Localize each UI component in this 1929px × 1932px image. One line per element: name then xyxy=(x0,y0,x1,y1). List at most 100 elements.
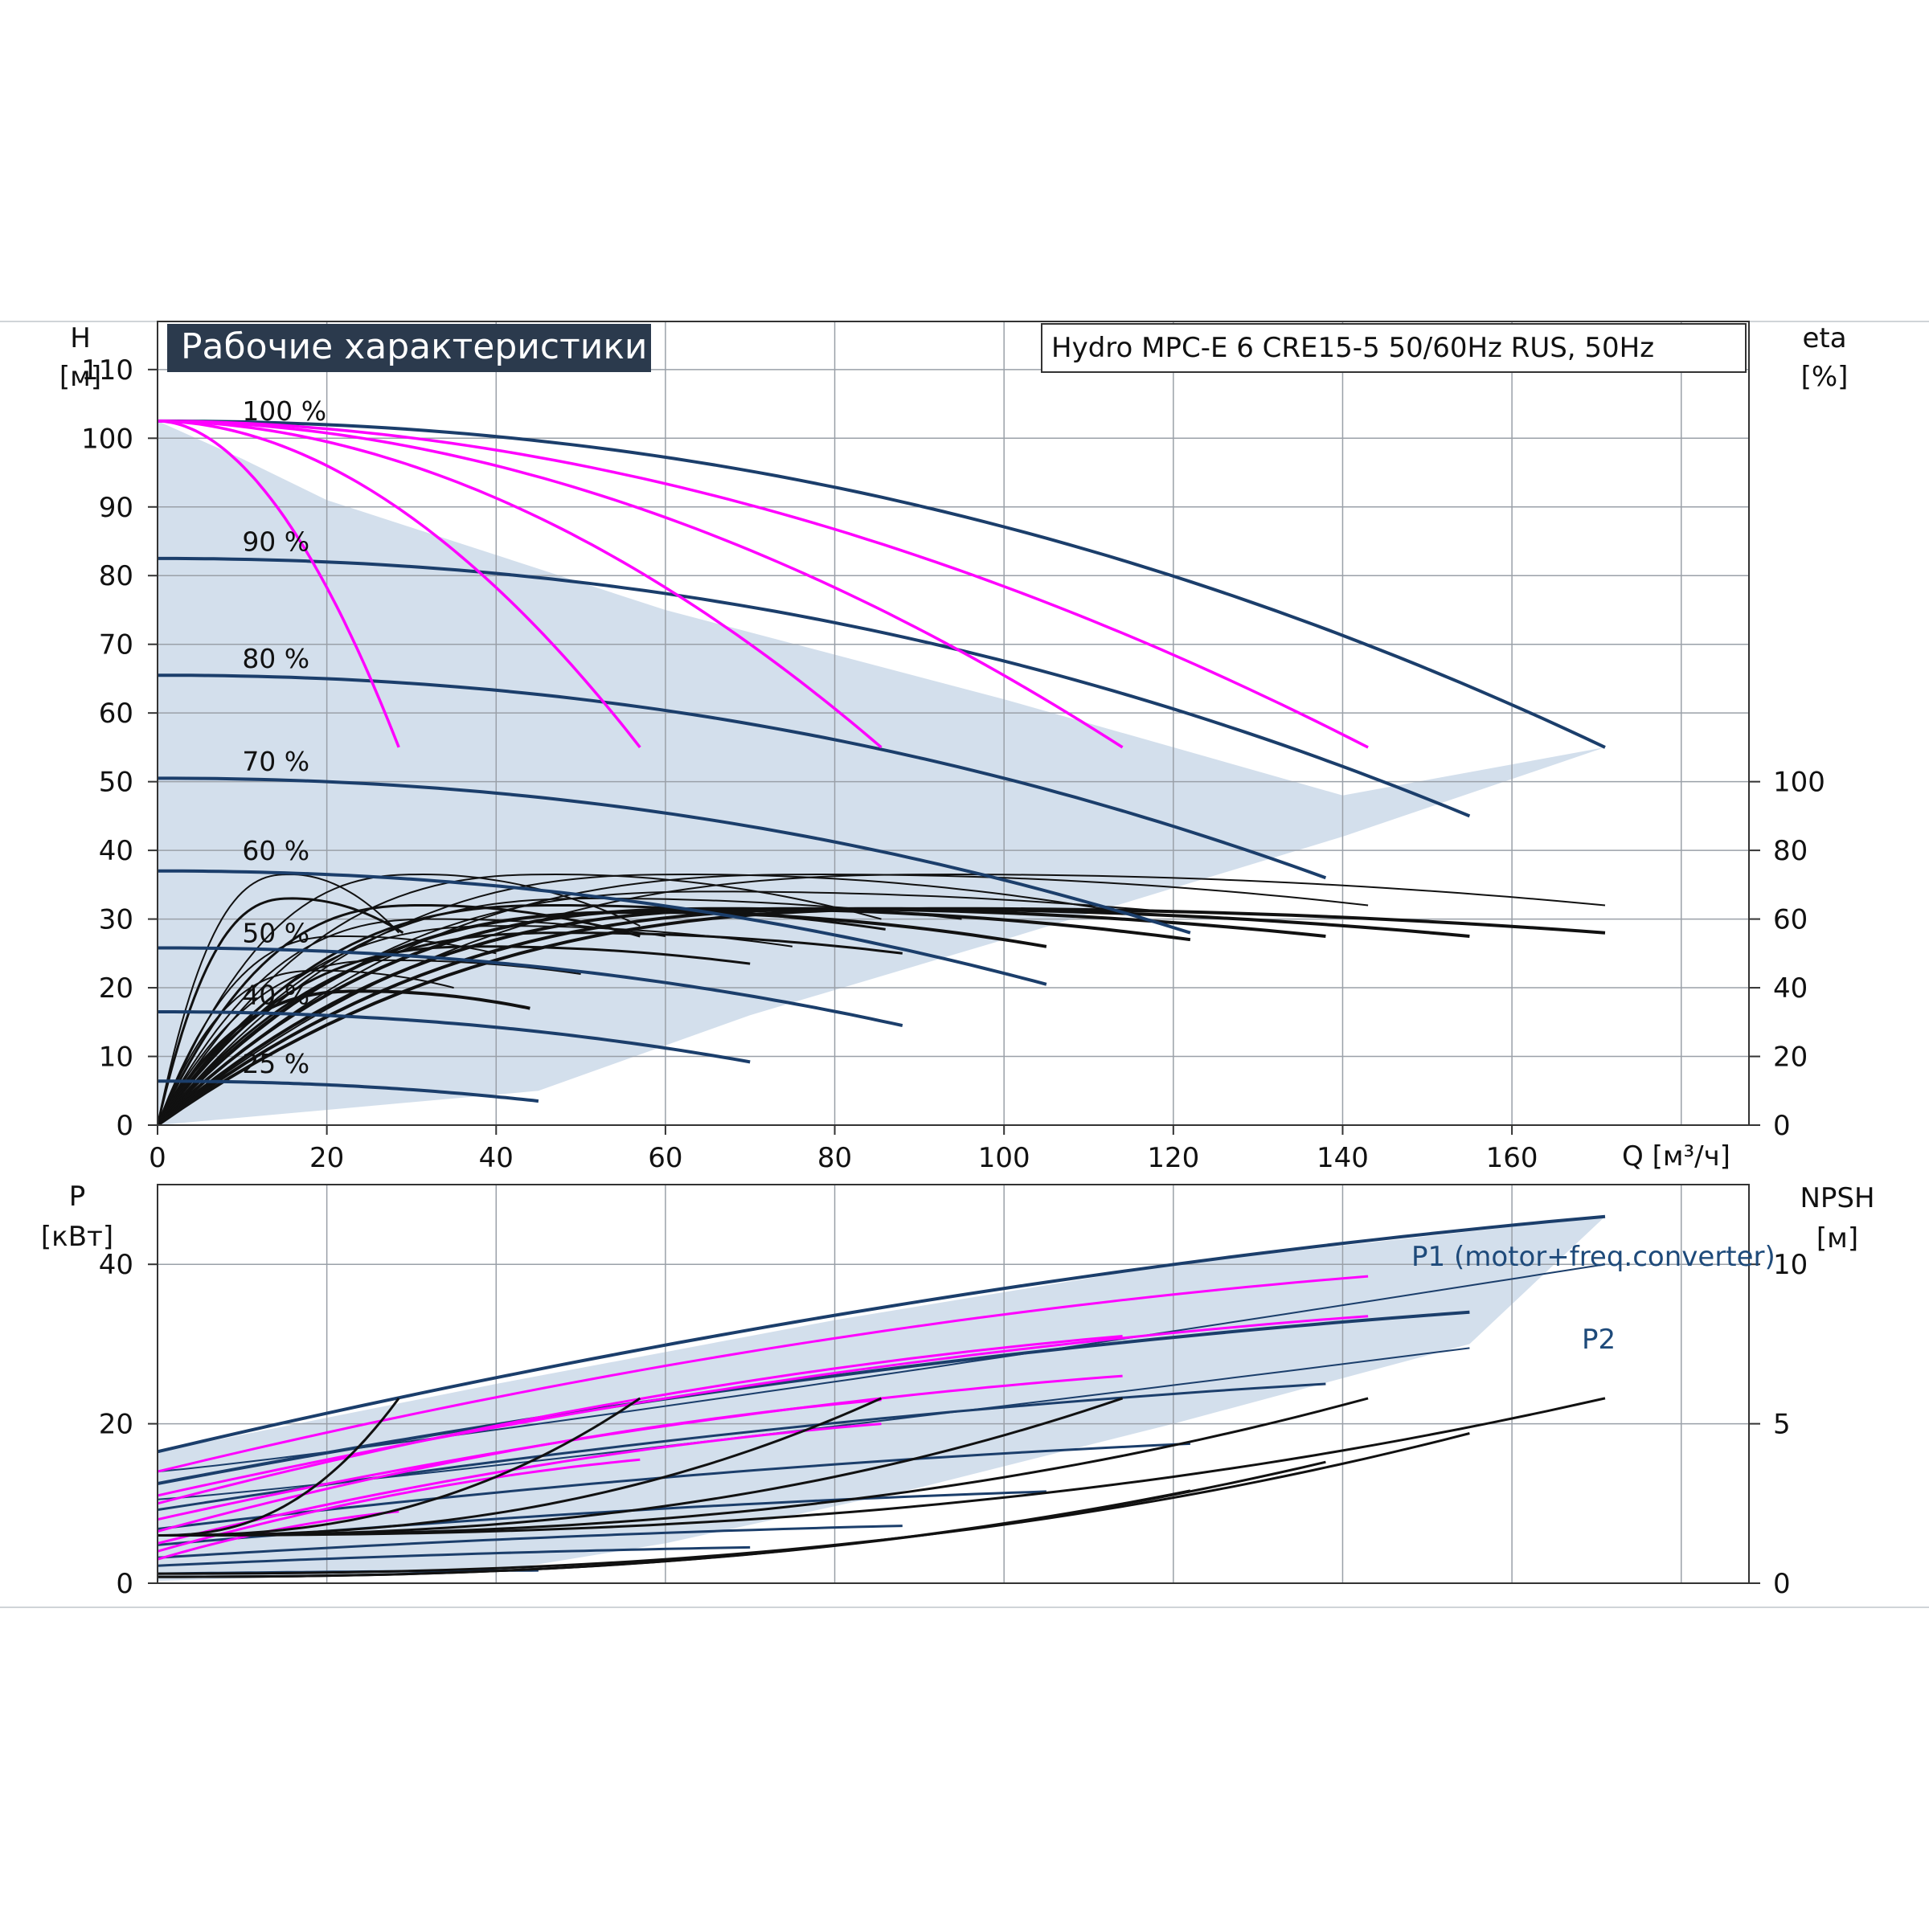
speed-label: 80 % xyxy=(242,643,309,674)
efficiency-curve xyxy=(158,873,1123,1125)
efficiency-curve xyxy=(158,897,404,1125)
p2-speed-curve xyxy=(158,1263,1606,1473)
p1-speed-curve xyxy=(158,1545,751,1567)
head-x-tick-label: 0 xyxy=(149,1142,166,1174)
head-x-tick-label: 120 xyxy=(1147,1142,1199,1174)
head-y-tick-label: 80 xyxy=(99,560,133,592)
speed-curve xyxy=(158,869,1047,986)
stage-curve xyxy=(158,420,400,748)
efficiency-curve xyxy=(158,931,903,1125)
eta-y2-label: eta xyxy=(1802,322,1846,354)
head-x-tick-label: 160 xyxy=(1486,1142,1538,1174)
head-x-tick-label: 140 xyxy=(1317,1142,1369,1174)
efficiency-curve xyxy=(158,897,962,1125)
stage-curve xyxy=(158,420,1369,749)
efficiency-curve xyxy=(158,873,641,1125)
speed-curve xyxy=(158,1010,751,1064)
power-y-label: P xyxy=(69,1181,86,1213)
eta-y2-unit: [%] xyxy=(1801,361,1849,393)
p2-label: P2 xyxy=(1582,1324,1616,1356)
speed-label: 40 % xyxy=(242,980,309,1011)
head-y-label: H xyxy=(70,322,91,354)
speed-curve xyxy=(158,673,1327,880)
stage-curve xyxy=(158,420,1124,749)
speed-label: 25 % xyxy=(242,1048,309,1079)
head-panel: 0 20 40 60 80 100 120 140 160 0 10 20 30 40 50 60 70 80 90… xyxy=(59,321,1849,1174)
head-y-tick-label: 40 xyxy=(99,835,133,867)
npsh-y2-tick-label: 5 xyxy=(1773,1409,1791,1441)
head-x-tick-label: 80 xyxy=(817,1142,852,1174)
head-x-tick-label: 40 xyxy=(479,1142,514,1174)
efficiency-curve xyxy=(158,907,1326,1125)
speed-curve xyxy=(158,946,903,1028)
npsh-y2-tick-label: 0 xyxy=(1773,1568,1791,1600)
title-box xyxy=(167,324,651,372)
head-y-tick-label: 50 xyxy=(99,767,133,799)
head-x-tick-label: 100 xyxy=(978,1142,1030,1174)
power-y-tick-label: 0 xyxy=(116,1568,133,1600)
head-y-tick-label: 70 xyxy=(99,629,133,661)
npsh-curve xyxy=(158,1398,400,1537)
power-plot-frame xyxy=(157,1184,1750,1584)
subtitle-box xyxy=(1041,323,1747,373)
head-y-tick-label: 0 xyxy=(116,1110,133,1142)
stage-power-curve xyxy=(158,1315,1369,1497)
speed-label: 90 % xyxy=(242,526,309,558)
power-ticks: 0 20 40 0 5 10 xyxy=(99,1249,1808,1600)
eta-y2-tick-label: 80 xyxy=(1773,835,1808,867)
power-y-tick-label: 20 xyxy=(99,1409,133,1441)
speed-labels: 100 % 90 % 80 % 70 % 60 % 50 % 40 % 25 % xyxy=(242,395,326,1079)
head-x-tick-label: 60 xyxy=(648,1142,682,1174)
head-y-tick-label: 20 xyxy=(99,972,133,1005)
head-ticks: 0 20 40 60 80 100 120 140 160 0 10 20 30 40 50 60 70 80 90… xyxy=(81,354,1825,1174)
head-curves-layer xyxy=(158,419,1606,1125)
eta-y2-tick-label: 100 xyxy=(1773,767,1825,799)
stage-power-curve xyxy=(158,1398,882,1533)
npsh-curve xyxy=(158,1397,1606,1537)
efficiency-curve xyxy=(158,873,399,1125)
npsh-curve xyxy=(158,1489,1191,1578)
head-x-label: Q [м³/ч] xyxy=(1622,1140,1730,1173)
power-y-unit: [кВт] xyxy=(41,1221,113,1253)
p1-speed-curve xyxy=(158,1525,903,1559)
head-y-tick-label: 10 xyxy=(99,1042,133,1074)
efficiency-curve xyxy=(158,959,581,1125)
eta-y2-tick-label: 60 xyxy=(1773,904,1808,936)
npsh-y2-label: NPSH xyxy=(1800,1182,1874,1214)
efficiency-curve xyxy=(158,989,530,1125)
p1-speed-curve xyxy=(158,1442,1190,1530)
speed-label: 100 % xyxy=(242,395,326,427)
chart-title: Рабочие характеристики xyxy=(181,326,648,367)
stage-power-curve xyxy=(158,1458,641,1553)
head-y-tick-label: 90 xyxy=(99,492,133,524)
power-curves-layer xyxy=(158,1214,1606,1578)
head-y-tick-label: 60 xyxy=(99,698,133,730)
efficiency-curve xyxy=(158,890,1173,1125)
efficiency-curve xyxy=(158,925,793,1125)
p1-speed-curve xyxy=(158,1214,1606,1454)
p1-label: P1 (motor+freq.converter) xyxy=(1411,1241,1775,1273)
head-envelope xyxy=(158,420,1605,1125)
power-panel: 0 20 40 0 5 10 P [кВт] NPSH [м] P1 (motor+fre… xyxy=(41,1181,1875,1600)
eta-y2-tick-label: 20 xyxy=(1773,1042,1808,1074)
speed-curve xyxy=(158,419,1606,749)
efficiency-curve xyxy=(158,907,1470,1125)
speed-curve xyxy=(158,776,1191,935)
efficiency-curve xyxy=(158,918,666,1125)
power-y-tick-label: 40 xyxy=(99,1249,133,1281)
speed-curve xyxy=(158,556,1471,818)
eta-y2-tick-label: 0 xyxy=(1773,1110,1791,1142)
stage-power-curve xyxy=(158,1275,1369,1473)
head-plot-frame xyxy=(157,321,1750,1126)
stage-curve xyxy=(158,420,883,749)
speed-label: 50 % xyxy=(242,918,309,949)
p1-speed-curve xyxy=(158,1382,1326,1512)
speed-label: 60 % xyxy=(242,835,309,866)
chart-subtitle: Hydro MPC-E 6 CRE15-5 50/60Hz RUS, 50Hz xyxy=(1051,332,1654,364)
stage-power-curve xyxy=(158,1422,882,1545)
efficiency-curve xyxy=(158,969,454,1125)
npsh-y2-tick-label: 10 xyxy=(1773,1249,1808,1281)
speed-curve xyxy=(158,1079,539,1103)
